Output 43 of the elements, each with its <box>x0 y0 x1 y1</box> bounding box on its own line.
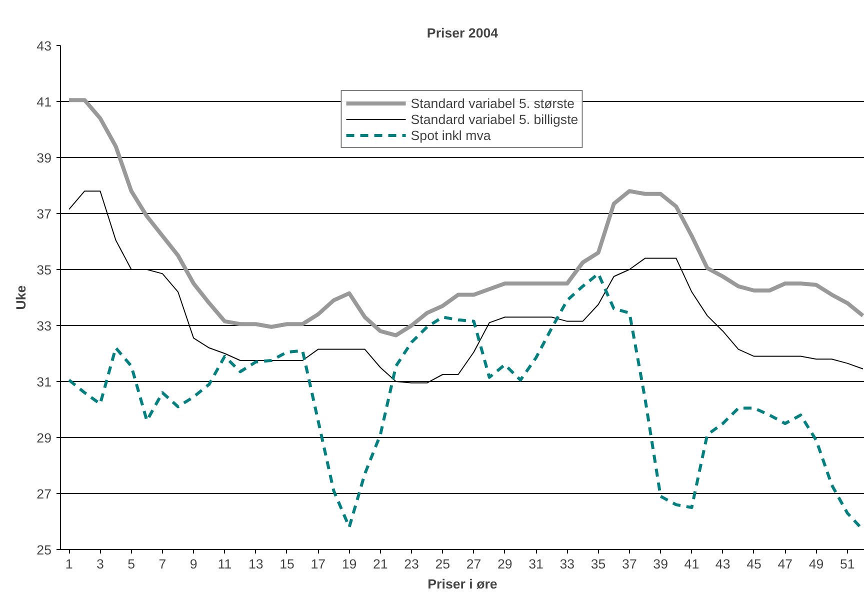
x-tick-label: 21 <box>372 556 388 572</box>
x-tick-label: 41 <box>684 556 700 572</box>
legend-label: Standard variabel 5. største <box>410 95 574 111</box>
x-tick-label: 47 <box>778 556 793 572</box>
legend-label: Standard variabel 5. billigste <box>410 111 578 127</box>
x-tick-label: 1 <box>65 556 73 572</box>
x-tick-label: 15 <box>280 556 294 572</box>
chart-title: Priser 2004 <box>426 26 499 40</box>
y-tick-label: 33 <box>36 318 52 334</box>
y-tick-label: 37 <box>36 206 52 222</box>
x-tick-label: 29 <box>498 556 512 572</box>
x-tick-label: 49 <box>808 556 824 572</box>
x-tick-label: 25 <box>435 556 450 572</box>
x-tick-label: 51 <box>840 556 855 572</box>
x-tick-label: 11 <box>218 556 232 572</box>
x-tick-label: 43 <box>715 556 730 572</box>
legend-label: Spot inkl mva <box>410 127 491 143</box>
y-tick-label: 35 <box>36 262 52 278</box>
x-tick-label: 39 <box>653 556 668 572</box>
x-tick-label: 3 <box>96 556 104 572</box>
y-tick-label: 31 <box>36 374 52 390</box>
line-series <box>67 98 864 338</box>
y-tick-label: 43 <box>36 38 52 54</box>
x-tick-label: 27 <box>466 556 482 572</box>
x-tick-label: 45 <box>746 556 762 572</box>
x-tick-label: 37 <box>622 556 637 572</box>
x-axis-title: Priser i øre <box>428 576 498 592</box>
x-tick-label: 5 <box>128 556 136 572</box>
y-tick-label: 27 <box>36 486 52 502</box>
y-tick-label: 29 <box>36 430 52 446</box>
y-tick-label: 25 <box>36 542 52 558</box>
x-tick-label: 33 <box>560 556 575 572</box>
y-tick-label: 41 <box>36 94 52 110</box>
x-tick-label: 31 <box>528 556 544 572</box>
x-tick-label: 19 <box>342 556 357 572</box>
x-tick-label: 17 <box>310 556 326 572</box>
x-tick-label: 7 <box>158 556 166 572</box>
x-tick-label: 23 <box>404 556 419 572</box>
y-axis-title: Uke <box>14 285 29 310</box>
x-tick-label: 9 <box>190 556 198 572</box>
x-tick-label: 35 <box>590 556 606 572</box>
y-tick-label: 39 <box>36 150 52 166</box>
x-tick-label: 13 <box>248 556 264 572</box>
